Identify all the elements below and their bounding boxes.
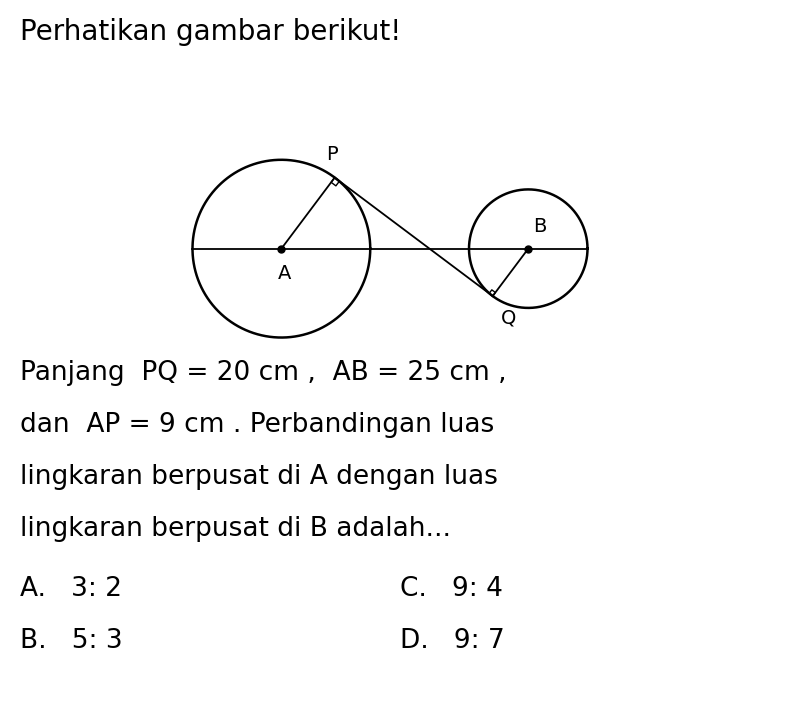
Text: lingkaran berpusat di B adalah...: lingkaran berpusat di B adalah... (20, 516, 451, 542)
Text: lingkaran berpusat di A dengan luas: lingkaran berpusat di A dengan luas (20, 464, 498, 490)
Text: Panjang  PQ = 20 cm ,  AB = 25 cm ,: Panjang PQ = 20 cm , AB = 25 cm , (20, 360, 507, 386)
Text: B: B (533, 217, 547, 236)
Text: D.   9: 7: D. 9: 7 (400, 628, 505, 654)
Text: P: P (326, 145, 338, 164)
Text: A.   3: 2: A. 3: 2 (20, 576, 122, 602)
Text: C.   9: 4: C. 9: 4 (400, 576, 503, 602)
Text: Q: Q (501, 309, 516, 328)
Text: B.   5: 3: B. 5: 3 (20, 628, 123, 654)
Text: A: A (277, 264, 291, 283)
Text: dan  AP = 9 cm . Perbandingan luas: dan AP = 9 cm . Perbandingan luas (20, 412, 494, 438)
Text: Perhatikan gambar berikut!: Perhatikan gambar berikut! (20, 18, 402, 46)
